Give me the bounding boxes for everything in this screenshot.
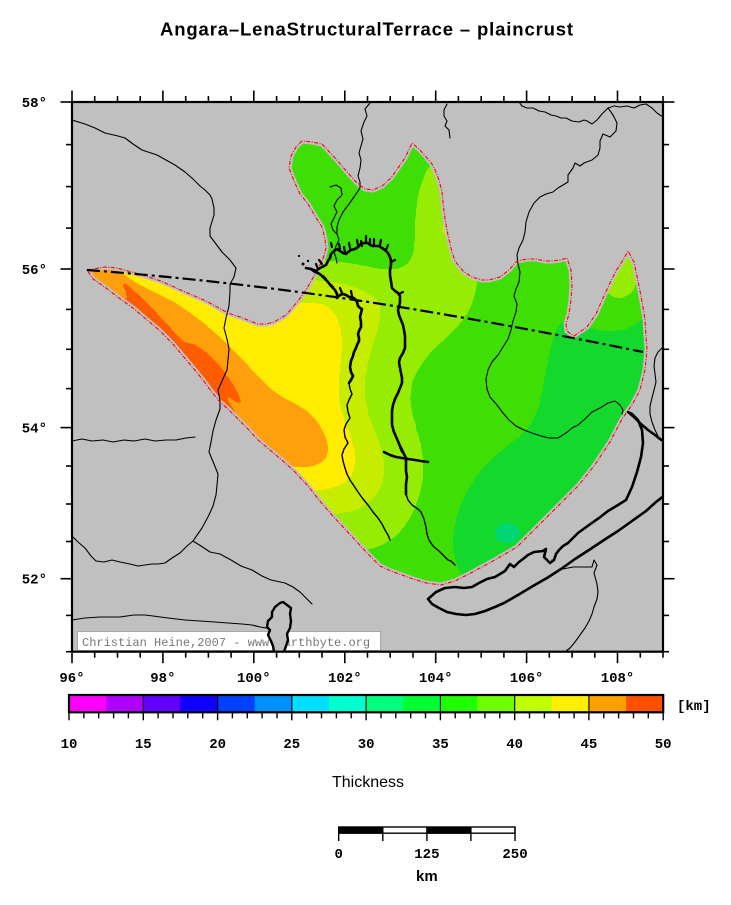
svg-text:Christian Heine,2007 - www.ear: Christian Heine,2007 - www.earthbyte.org (82, 636, 370, 650)
svg-text:96°: 96° (59, 671, 84, 687)
svg-text:106°: 106° (510, 671, 544, 687)
svg-text:250: 250 (502, 847, 527, 863)
svg-text:50: 50 (655, 737, 672, 753)
svg-text:20: 20 (209, 737, 226, 753)
svg-text:35: 35 (432, 737, 449, 753)
svg-text:100°: 100° (237, 671, 271, 687)
svg-text:[km]: [km] (677, 699, 711, 715)
svg-text:0: 0 (334, 847, 342, 863)
svg-text:58°: 58° (22, 96, 47, 112)
svg-text:45: 45 (580, 737, 597, 753)
svg-text:98°: 98° (150, 671, 175, 687)
svg-text:15: 15 (135, 737, 152, 753)
svg-text:104°: 104° (419, 671, 453, 687)
svg-text:125: 125 (414, 847, 439, 863)
svg-text:30: 30 (358, 737, 375, 753)
svg-text:102°: 102° (328, 671, 362, 687)
svg-text:52°: 52° (22, 573, 47, 589)
svg-text:Angara–LenaStructuralTerrace –: Angara–LenaStructuralTerrace – plaincrus… (160, 19, 574, 40)
svg-text:40: 40 (506, 737, 523, 753)
svg-text:54°: 54° (22, 422, 47, 438)
svg-text:108°: 108° (601, 671, 635, 687)
svg-text:56°: 56° (22, 263, 47, 279)
svg-text:25: 25 (283, 737, 300, 753)
svg-text:10: 10 (61, 737, 78, 753)
svg-text:Thickness: Thickness (332, 774, 404, 791)
svg-text:km: km (416, 868, 438, 885)
